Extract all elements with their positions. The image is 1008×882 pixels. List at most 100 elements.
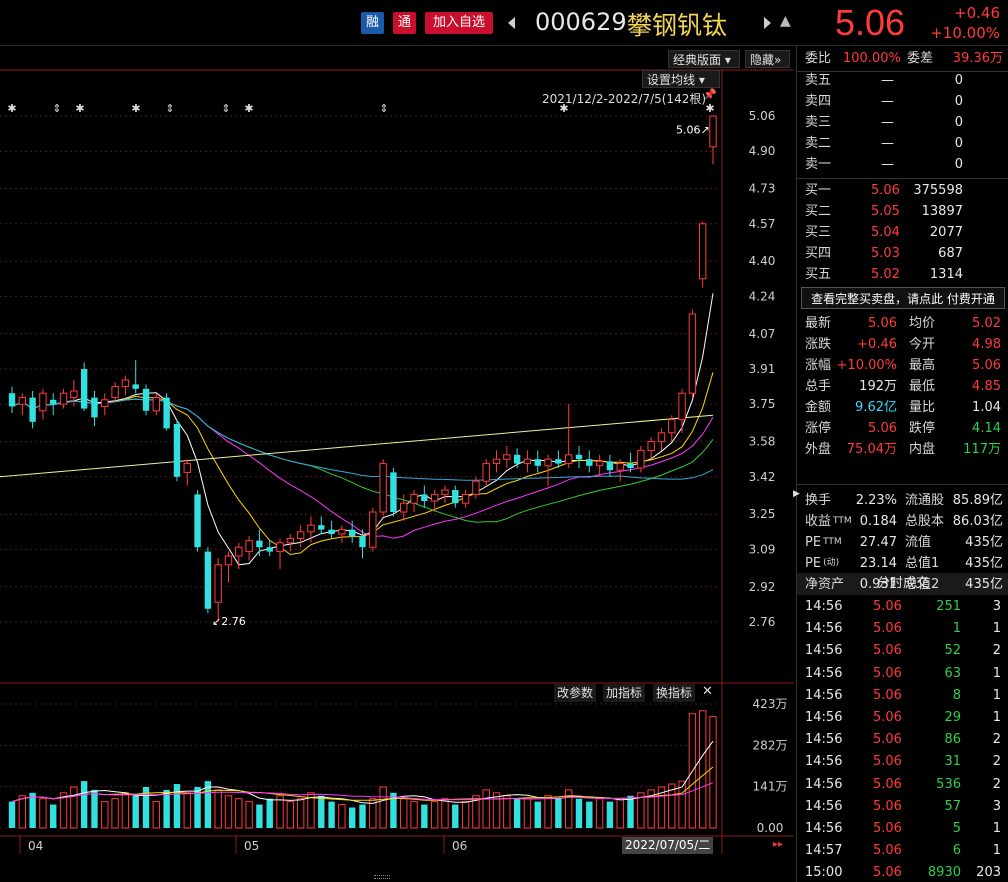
stat-label: 最低 xyxy=(909,379,936,394)
alert-bell-icon[interactable]: ▲ xyxy=(780,13,791,29)
close-indicator-icon[interactable]: ✕ xyxy=(702,684,713,699)
change-percent: +10.00% xyxy=(930,24,1000,42)
volume-bar xyxy=(410,801,418,829)
hide-label: 隐藏 xyxy=(750,53,775,67)
candle-body xyxy=(70,390,78,399)
high-marker-label: 5.06↗ xyxy=(676,124,710,137)
volume-bar xyxy=(637,792,645,829)
candle-body xyxy=(194,494,201,548)
kline-chart[interactable]: ✱ ⇕ ✱ ✱ ⇕ ⇕ ✱ ⇕ ✱ ✱ 5.06 4.90 4.73 4.57 4.40 4.24 4.07 3… xyxy=(0,46,794,882)
volume-bar xyxy=(256,804,263,828)
candle-body xyxy=(286,537,295,544)
candle-body xyxy=(369,511,377,548)
volume-bar xyxy=(50,804,57,828)
set-ma-button[interactable]: 设置均线 ▾ xyxy=(642,70,720,88)
trade-row[interactable]: 14:56 5.06 5 1 xyxy=(797,818,1008,839)
stock-code: 000629 xyxy=(535,8,627,36)
stat-label: 今开 xyxy=(909,337,936,352)
pin-icon[interactable]: 📌 xyxy=(703,88,717,101)
hide-panel-button[interactable]: 隐藏» xyxy=(745,50,790,68)
trade-volume: 52 xyxy=(944,643,961,659)
trade-time: 14:56 xyxy=(805,732,843,748)
trade-time: 14:56 xyxy=(805,687,843,703)
volume-bar xyxy=(503,795,511,829)
stat-value: 4.14 xyxy=(972,421,1001,436)
trade-row[interactable]: 14:56 5.06 86 2 xyxy=(797,729,1008,750)
volume-bar xyxy=(555,798,562,828)
order-volume: 0 xyxy=(954,157,963,172)
stat-label: 跌停 xyxy=(909,421,936,436)
trade-row[interactable]: 14:56 5.06 8 1 xyxy=(797,685,1008,706)
fund-label: 收益 TTM xyxy=(805,514,852,529)
scrollbar-grip[interactable] xyxy=(374,875,390,879)
fund-value: 0.931 xyxy=(859,577,897,592)
candle-body xyxy=(91,397,98,418)
stock-header: 融 通 加入自选 000629 攀钢钒钛 ▲ 5.06 +0.46 +10.00… xyxy=(0,0,1008,46)
volume-bar xyxy=(678,780,686,829)
sell-row: 卖五 — 0 xyxy=(797,70,1008,91)
trade-row[interactable]: 14:56 5.06 536 2 xyxy=(797,774,1008,795)
volume-bar xyxy=(307,792,315,829)
connect-badge[interactable]: 通 xyxy=(393,12,416,34)
event-marker-icon: ✱ xyxy=(244,102,253,115)
trade-row[interactable]: 14:56 5.06 57 3 xyxy=(797,796,1008,817)
trade-row[interactable]: 14:56 5.06 31 2 xyxy=(797,751,1008,772)
scroll-right-icon[interactable]: ▸▸ xyxy=(773,839,784,850)
change-params-button[interactable]: 改参数 xyxy=(554,684,597,702)
trade-volume: 29 xyxy=(944,710,961,725)
order-price: — xyxy=(881,157,894,172)
volume-bar xyxy=(348,807,356,828)
kline-chart-area[interactable]: ✱ ⇕ ✱ ✱ ⇕ ⇕ ✱ ⇕ ✱ ✱ 5.06 4.90 4.73 4.57 4.40 4.24 4.07 3… xyxy=(0,46,794,882)
trade-row[interactable]: 14:56 5.06 52 2 xyxy=(797,640,1008,661)
next-stock-arrow-icon[interactable] xyxy=(764,17,771,29)
event-marker-icon: ✱ xyxy=(705,102,714,115)
ma5-line xyxy=(11,293,714,566)
collapse-panel-icon[interactable]: ▶ xyxy=(793,489,800,499)
trade-row[interactable]: 14:56 5.06 63 1 xyxy=(797,663,1008,684)
trade-row[interactable]: 15:00 5.06 8930 203 xyxy=(797,862,1008,882)
order-price: 5.03 xyxy=(871,246,900,261)
swap-indicator-button[interactable]: 换指标 xyxy=(653,684,696,702)
trade-price: 5.06 xyxy=(873,599,902,614)
stat-value: 9.62亿 xyxy=(855,400,897,415)
trade-price: 5.06 xyxy=(873,754,902,770)
add-indicator-button[interactable]: 加指标 xyxy=(603,684,646,702)
volume-bar xyxy=(534,801,541,828)
trade-time: 14:56 xyxy=(805,599,843,614)
trade-row[interactable]: 14:57 5.06 6 1 xyxy=(797,840,1008,861)
prev-stock-arrow-icon[interactable] xyxy=(508,17,515,29)
trade-volume: 31 xyxy=(944,754,961,770)
volume-bar xyxy=(575,798,583,828)
see-full-orderbook-button[interactable]: 查看完整买卖盘，请点此 付费开通 xyxy=(801,287,1005,309)
sell-row: 卖三 — 0 xyxy=(797,112,1008,133)
fund-label: 总值2 xyxy=(905,577,940,592)
trade-row[interactable]: 14:56 5.06 29 1 xyxy=(797,707,1008,728)
trades-header: 分时成交 xyxy=(797,573,1008,595)
margin-badge[interactable]: 融 xyxy=(361,12,384,34)
dropdown-arrow-icon: ▾ xyxy=(724,53,731,67)
trade-count: 203 xyxy=(976,865,1001,881)
trade-row[interactable]: 14:56 5.06 1 1 xyxy=(797,618,1008,639)
volume-bar xyxy=(523,798,532,829)
add-watchlist-button[interactable]: 加入自选 xyxy=(425,12,493,34)
order-level-label: 买三 xyxy=(805,225,832,240)
trade-time: 14:56 xyxy=(805,710,843,725)
candle-body xyxy=(523,458,532,465)
volume-bar xyxy=(709,716,717,829)
fund-label: 换手 xyxy=(805,493,832,508)
event-marker-icon: ⇕ xyxy=(379,102,388,115)
month-label: 05 xyxy=(244,839,259,853)
stat-value: +0.46 xyxy=(857,337,897,352)
volume-bar xyxy=(379,786,387,829)
trade-volume: 1 xyxy=(952,621,961,637)
trade-row[interactable]: 14:56 5.06 251 3 xyxy=(797,596,1008,617)
fund-value: 27.47 xyxy=(859,535,897,550)
weicha-label: 委差 xyxy=(907,51,934,66)
trade-count: 3 xyxy=(992,798,1001,814)
candle-body xyxy=(50,399,57,405)
candle-body xyxy=(410,493,418,504)
candle-body xyxy=(430,493,439,502)
classic-layout-button[interactable]: 经典版面 ▾ xyxy=(668,50,740,68)
trade-time: 14:56 xyxy=(805,776,843,792)
order-price: — xyxy=(881,115,894,130)
